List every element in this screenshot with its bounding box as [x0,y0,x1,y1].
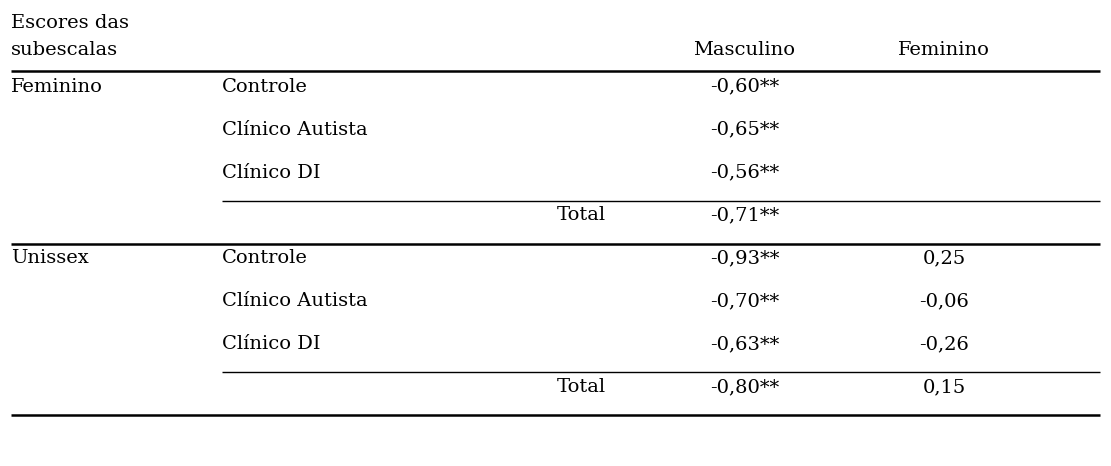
Text: 0,15: 0,15 [923,378,965,396]
Text: Clínico DI: Clínico DI [222,335,321,353]
Text: -0,70**: -0,70** [710,292,779,310]
Text: -0,65**: -0,65** [710,121,779,139]
Text: Controle: Controle [222,249,308,267]
Text: -0,60**: -0,60** [710,78,779,96]
Text: Clínico DI: Clínico DI [222,164,321,182]
Text: Unissex: Unissex [11,249,89,267]
Text: Total: Total [557,378,605,396]
Text: Controle: Controle [222,78,308,96]
Text: subescalas: subescalas [11,41,118,59]
Text: -0,80**: -0,80** [710,378,779,396]
Text: Feminino: Feminino [899,41,990,59]
Text: Feminino: Feminino [11,78,103,96]
Text: 0,25: 0,25 [923,249,965,267]
Text: -0,56**: -0,56** [710,164,779,182]
Text: Masculino: Masculino [693,41,795,59]
Text: -0,71**: -0,71** [710,206,779,225]
Text: Clínico Autista: Clínico Autista [222,292,368,310]
Text: -0,26: -0,26 [920,335,969,353]
Text: -0,06: -0,06 [920,292,969,310]
Text: -0,93**: -0,93** [710,249,779,267]
Text: Total: Total [557,206,605,225]
Text: Escores das: Escores das [11,14,129,32]
Text: -0,63**: -0,63** [710,335,779,353]
Text: Clínico Autista: Clínico Autista [222,121,368,139]
